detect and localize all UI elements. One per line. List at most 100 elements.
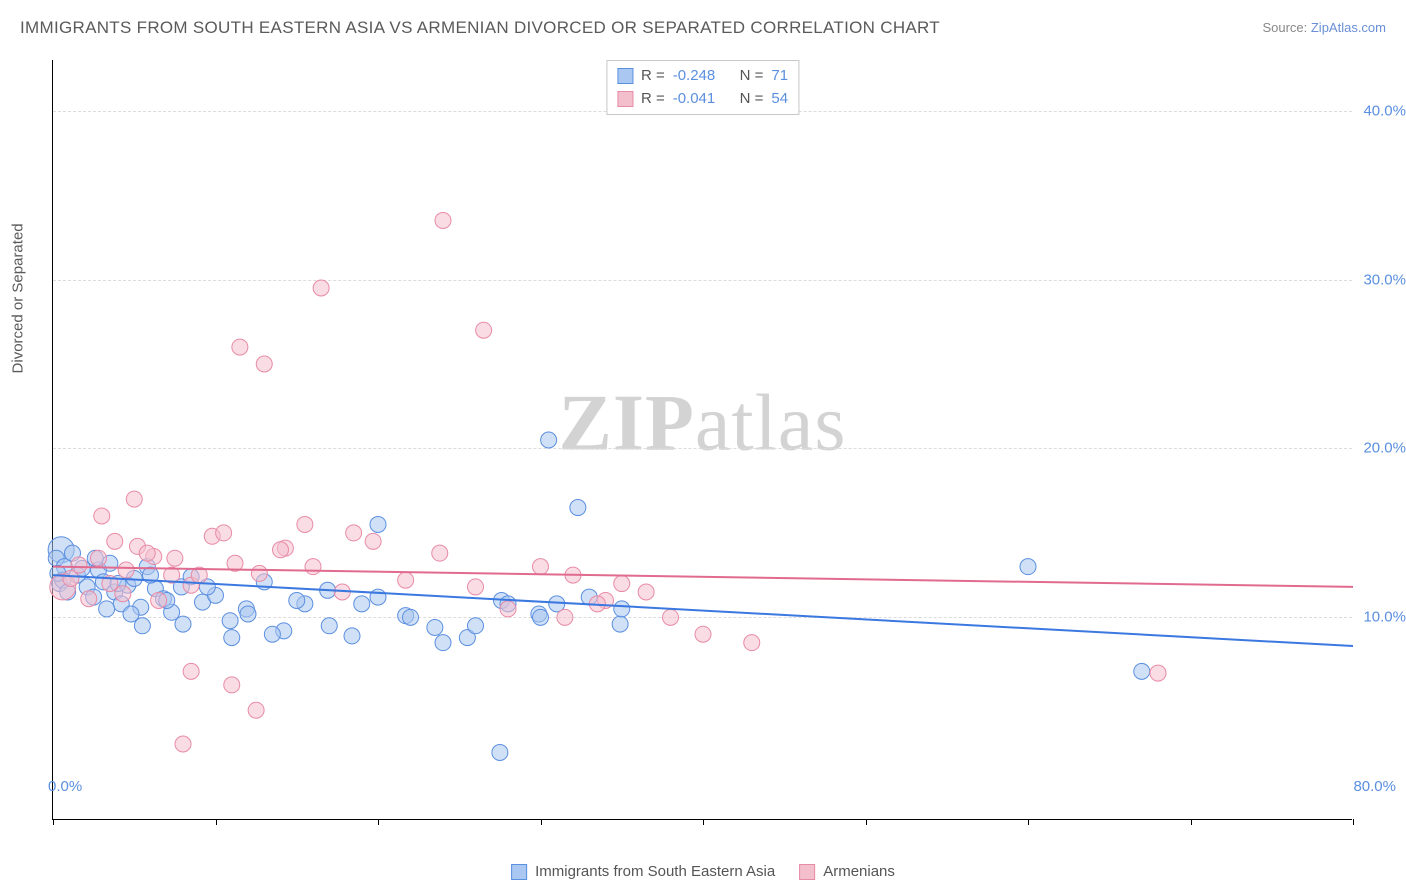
scatter-point: [126, 491, 142, 507]
scatter-point: [289, 592, 305, 608]
stat-r-value: -0.248: [673, 65, 716, 88]
scatter-point: [614, 576, 630, 592]
y-tick-label: 40.0%: [1363, 102, 1406, 119]
scatter-point: [695, 626, 711, 642]
scatter-point: [232, 339, 248, 355]
scatter-point: [435, 635, 451, 651]
y-tick-label: 30.0%: [1363, 271, 1406, 288]
legend-swatch: [617, 68, 633, 84]
scatter-point: [744, 635, 760, 651]
source-link[interactable]: ZipAtlas.com: [1311, 20, 1386, 35]
stat-r-label: R =: [641, 88, 665, 111]
scatter-point: [118, 562, 134, 578]
scatter-point: [403, 609, 419, 625]
x-tick: [53, 819, 54, 825]
scatter-point: [240, 606, 256, 622]
scatter-point: [492, 744, 508, 760]
scatter-point: [435, 212, 451, 228]
scatter-point: [1020, 559, 1036, 575]
scatter-point: [91, 550, 107, 566]
legend-swatch: [617, 91, 633, 107]
legend-swatch: [799, 864, 815, 880]
scatter-point: [1150, 665, 1166, 681]
scatter-point: [557, 609, 573, 625]
x-tick: [1353, 819, 1354, 825]
scatter-point: [313, 280, 329, 296]
scatter-point: [354, 596, 370, 612]
y-axis-label: Divorced or Separated: [10, 223, 27, 373]
x-tick: [378, 819, 379, 825]
plot-area: ZIPatlas R = -0.248 N = 71R = -0.041 N =…: [52, 60, 1352, 820]
scatter-point: [248, 702, 264, 718]
stat-n-value: 71: [771, 65, 788, 88]
scatter-point: [500, 601, 516, 617]
chart-title: IMMIGRANTS FROM SOUTH EASTERN ASIA VS AR…: [20, 18, 940, 38]
scatter-point: [123, 606, 139, 622]
x-tick: [1191, 819, 1192, 825]
legend-item: Armenians: [799, 863, 895, 880]
scatter-point: [216, 525, 232, 541]
scatter-point: [94, 508, 110, 524]
scatter-point: [344, 628, 360, 644]
scatter-point: [175, 736, 191, 752]
scatter-point: [256, 356, 272, 372]
stats-legend-box: R = -0.248 N = 71R = -0.041 N = 54: [606, 60, 799, 115]
x-axis-min-label: 0.0%: [48, 778, 82, 795]
scatter-point: [167, 550, 183, 566]
stats-row: R = -0.041 N = 54: [617, 88, 788, 111]
scatter-point: [427, 619, 443, 635]
scatter-point: [139, 545, 155, 561]
scatter-point: [224, 677, 240, 693]
scatter-point: [1134, 663, 1150, 679]
scatter-point: [321, 618, 337, 634]
scatter-point: [614, 601, 630, 617]
stat-n-label: N =: [740, 65, 764, 88]
y-tick-label: 10.0%: [1363, 609, 1406, 626]
scatter-point: [81, 591, 97, 607]
y-tick-label: 20.0%: [1363, 440, 1406, 457]
scatter-point: [570, 500, 586, 516]
x-axis-max-label: 80.0%: [1353, 778, 1396, 795]
x-tick: [703, 819, 704, 825]
scatter-point: [432, 545, 448, 561]
trend-line: [53, 567, 1353, 587]
bottom-legend: Immigrants from South Eastern Asia Armeni…: [511, 863, 895, 880]
scatter-point: [224, 630, 240, 646]
source-attribution: Source: ZipAtlas.com: [1262, 20, 1386, 35]
scatter-point: [71, 557, 87, 573]
source-prefix: Source:: [1262, 20, 1310, 35]
scatter-point: [297, 516, 313, 532]
scatter-point: [468, 579, 484, 595]
x-tick: [541, 819, 542, 825]
scatter-point: [638, 584, 654, 600]
scatter-point: [476, 322, 492, 338]
scatter-point: [305, 559, 321, 575]
scatter-point: [107, 533, 123, 549]
scatter-point: [533, 559, 549, 575]
stat-n-value: 54: [771, 88, 788, 111]
legend-label: Immigrants from South Eastern Asia: [535, 863, 775, 880]
scatter-point: [222, 613, 238, 629]
scatter-point: [346, 525, 362, 541]
stat-n-label: N =: [740, 88, 764, 111]
scatter-point: [115, 586, 131, 602]
scatter-point: [370, 589, 386, 605]
x-tick: [1028, 819, 1029, 825]
stat-r-value: -0.041: [673, 88, 716, 111]
scatter-point: [273, 542, 289, 558]
scatter-point: [251, 565, 267, 581]
legend-item: Immigrants from South Eastern Asia: [511, 863, 775, 880]
scatter-point: [533, 609, 549, 625]
scatter-point: [175, 616, 191, 632]
legend-swatch: [511, 864, 527, 880]
scatter-point: [264, 626, 280, 642]
scatter-point: [612, 616, 628, 632]
x-tick: [216, 819, 217, 825]
scatter-svg: [53, 60, 1352, 819]
scatter-point: [370, 516, 386, 532]
x-tick: [866, 819, 867, 825]
stats-row: R = -0.248 N = 71: [617, 65, 788, 88]
legend-label: Armenians: [823, 863, 895, 880]
scatter-point: [99, 601, 115, 617]
scatter-point: [183, 663, 199, 679]
